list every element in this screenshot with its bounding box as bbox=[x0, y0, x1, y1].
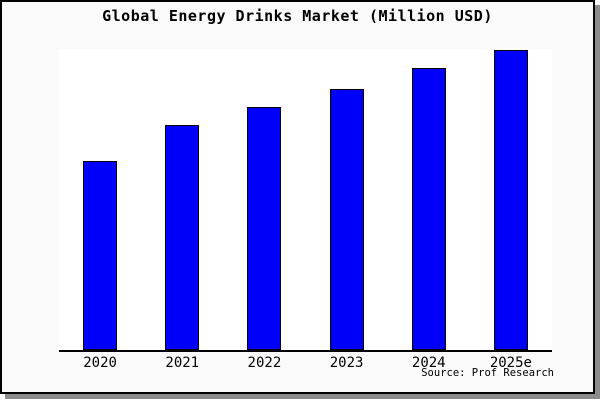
bar-2024 bbox=[411, 67, 446, 350]
bar-2023 bbox=[329, 88, 364, 350]
x-tick-label-2023: 2023 bbox=[329, 355, 364, 371]
source-caption: Source: Prof Research bbox=[421, 367, 554, 379]
x-axis-tick-labels: 2020 2021 2022 2023 2024 2025e bbox=[59, 355, 552, 373]
x-tick-label-2025e: 2025e bbox=[489, 355, 532, 371]
plot-area bbox=[59, 49, 552, 352]
bar-2022 bbox=[247, 106, 282, 350]
x-tick-label-2021: 2021 bbox=[165, 355, 200, 371]
x-tick-label-2022: 2022 bbox=[247, 355, 282, 371]
bar-2021 bbox=[165, 124, 200, 350]
bar-2020 bbox=[83, 160, 118, 350]
x-tick-label-2020: 2020 bbox=[83, 355, 117, 371]
x-tick-label-2024: 2024 bbox=[411, 355, 446, 371]
chart-card: Global Energy Drinks Market (Million USD… bbox=[0, 0, 595, 394]
bar-2025e bbox=[493, 49, 528, 350]
chart-title: Global Energy Drinks Market (Million USD… bbox=[102, 7, 493, 25]
